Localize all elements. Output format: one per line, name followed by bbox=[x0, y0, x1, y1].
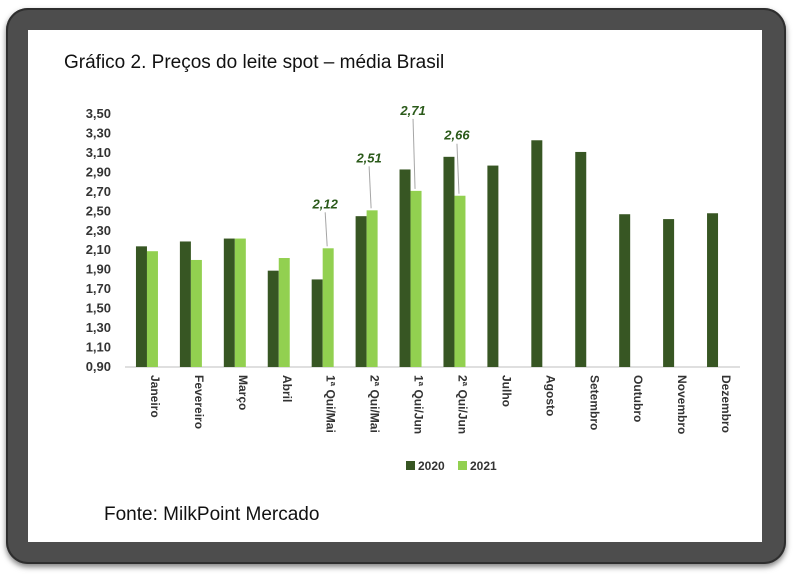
data-label-leader bbox=[324, 212, 328, 247]
bar-2020-2 bbox=[179, 241, 191, 367]
x-category-label: Março bbox=[236, 375, 250, 410]
y-tick-label: 2,50 bbox=[86, 203, 111, 218]
bar-2020-9 bbox=[487, 165, 499, 367]
source-note: Fonte: MilkPoint Mercado bbox=[104, 504, 320, 525]
bar-2021-1 bbox=[146, 251, 158, 367]
y-tick-label: 0,90 bbox=[86, 359, 111, 374]
data-label: 2,51 bbox=[355, 150, 381, 165]
x-category-label: Abril bbox=[280, 375, 294, 402]
legend-label-2020: 2020 bbox=[418, 459, 445, 473]
bar-2020-8 bbox=[443, 156, 455, 367]
x-category-label: Julho bbox=[499, 375, 513, 407]
legend-swatch-2021 bbox=[458, 461, 467, 470]
bar-2021-6 bbox=[366, 210, 378, 367]
y-tick-label: 2,70 bbox=[86, 184, 111, 199]
bar-2020-14 bbox=[707, 213, 719, 367]
screenshot-frame: Gráfico 2. Preços do leite spot – média … bbox=[6, 8, 786, 564]
bar-2021-8 bbox=[454, 195, 466, 367]
x-category-label: Fevereiro bbox=[192, 375, 206, 429]
y-tick-label: 1,50 bbox=[86, 301, 111, 316]
x-category-label: 2ª Qui/Mai bbox=[368, 375, 382, 433]
bar-2021-5 bbox=[322, 248, 334, 367]
bar-2021-2 bbox=[190, 259, 202, 367]
bar-2021-7 bbox=[410, 190, 422, 367]
x-category-label: Agosto bbox=[543, 375, 557, 416]
x-category-label: 2ª Qui/Jun bbox=[455, 375, 469, 434]
data-label: 2,66 bbox=[443, 128, 470, 143]
bar-2020-7 bbox=[399, 169, 411, 367]
legend-swatch-2020 bbox=[406, 461, 415, 470]
bar-2020-1 bbox=[135, 246, 147, 367]
x-category-label: Dezembro bbox=[719, 375, 733, 433]
bar-2020-4 bbox=[267, 270, 279, 367]
x-category-label: 1ª Qui/Mai bbox=[324, 375, 338, 433]
data-label: 2,71 bbox=[399, 103, 425, 118]
y-tick-label: 3,10 bbox=[86, 145, 111, 160]
bar-2020-13 bbox=[663, 219, 675, 367]
y-tick-label: 1,30 bbox=[86, 320, 111, 335]
y-tick-label: 1,70 bbox=[86, 281, 111, 296]
data-label: 2,12 bbox=[312, 196, 339, 211]
chart-title: Gráfico 2. Preços do leite spot – média … bbox=[64, 52, 445, 73]
bar-2021-3 bbox=[234, 238, 246, 367]
bar-2020-11 bbox=[575, 151, 587, 367]
y-tick-label: 2,10 bbox=[86, 242, 111, 257]
bar-2021-4 bbox=[278, 258, 290, 367]
y-tick-label: 1,90 bbox=[86, 262, 111, 277]
data-label-leader bbox=[456, 143, 460, 194]
y-tick-label: 2,30 bbox=[86, 223, 111, 238]
y-tick-label: 3,30 bbox=[86, 125, 111, 140]
y-tick-label: 1,10 bbox=[86, 340, 111, 355]
bar-2020-6 bbox=[355, 216, 367, 367]
y-tick-label: 2,90 bbox=[86, 164, 111, 179]
bar-2020-10 bbox=[531, 140, 543, 367]
bar-2020-3 bbox=[223, 238, 235, 367]
legend-label-2021: 2021 bbox=[470, 459, 497, 473]
y-tick-label: 3,50 bbox=[86, 106, 111, 121]
x-category-label: 1ª Qui/Jun bbox=[412, 375, 426, 434]
bar-2020-5 bbox=[311, 279, 323, 367]
x-category-label: Novembro bbox=[675, 375, 689, 434]
x-category-label: Outubro bbox=[631, 375, 645, 422]
data-label-leader bbox=[368, 166, 372, 209]
x-category-label: Janeiro bbox=[148, 375, 162, 418]
bar-2020-12 bbox=[619, 214, 631, 367]
data-label-leader bbox=[412, 118, 416, 189]
x-category-label: Setembro bbox=[587, 375, 601, 430]
